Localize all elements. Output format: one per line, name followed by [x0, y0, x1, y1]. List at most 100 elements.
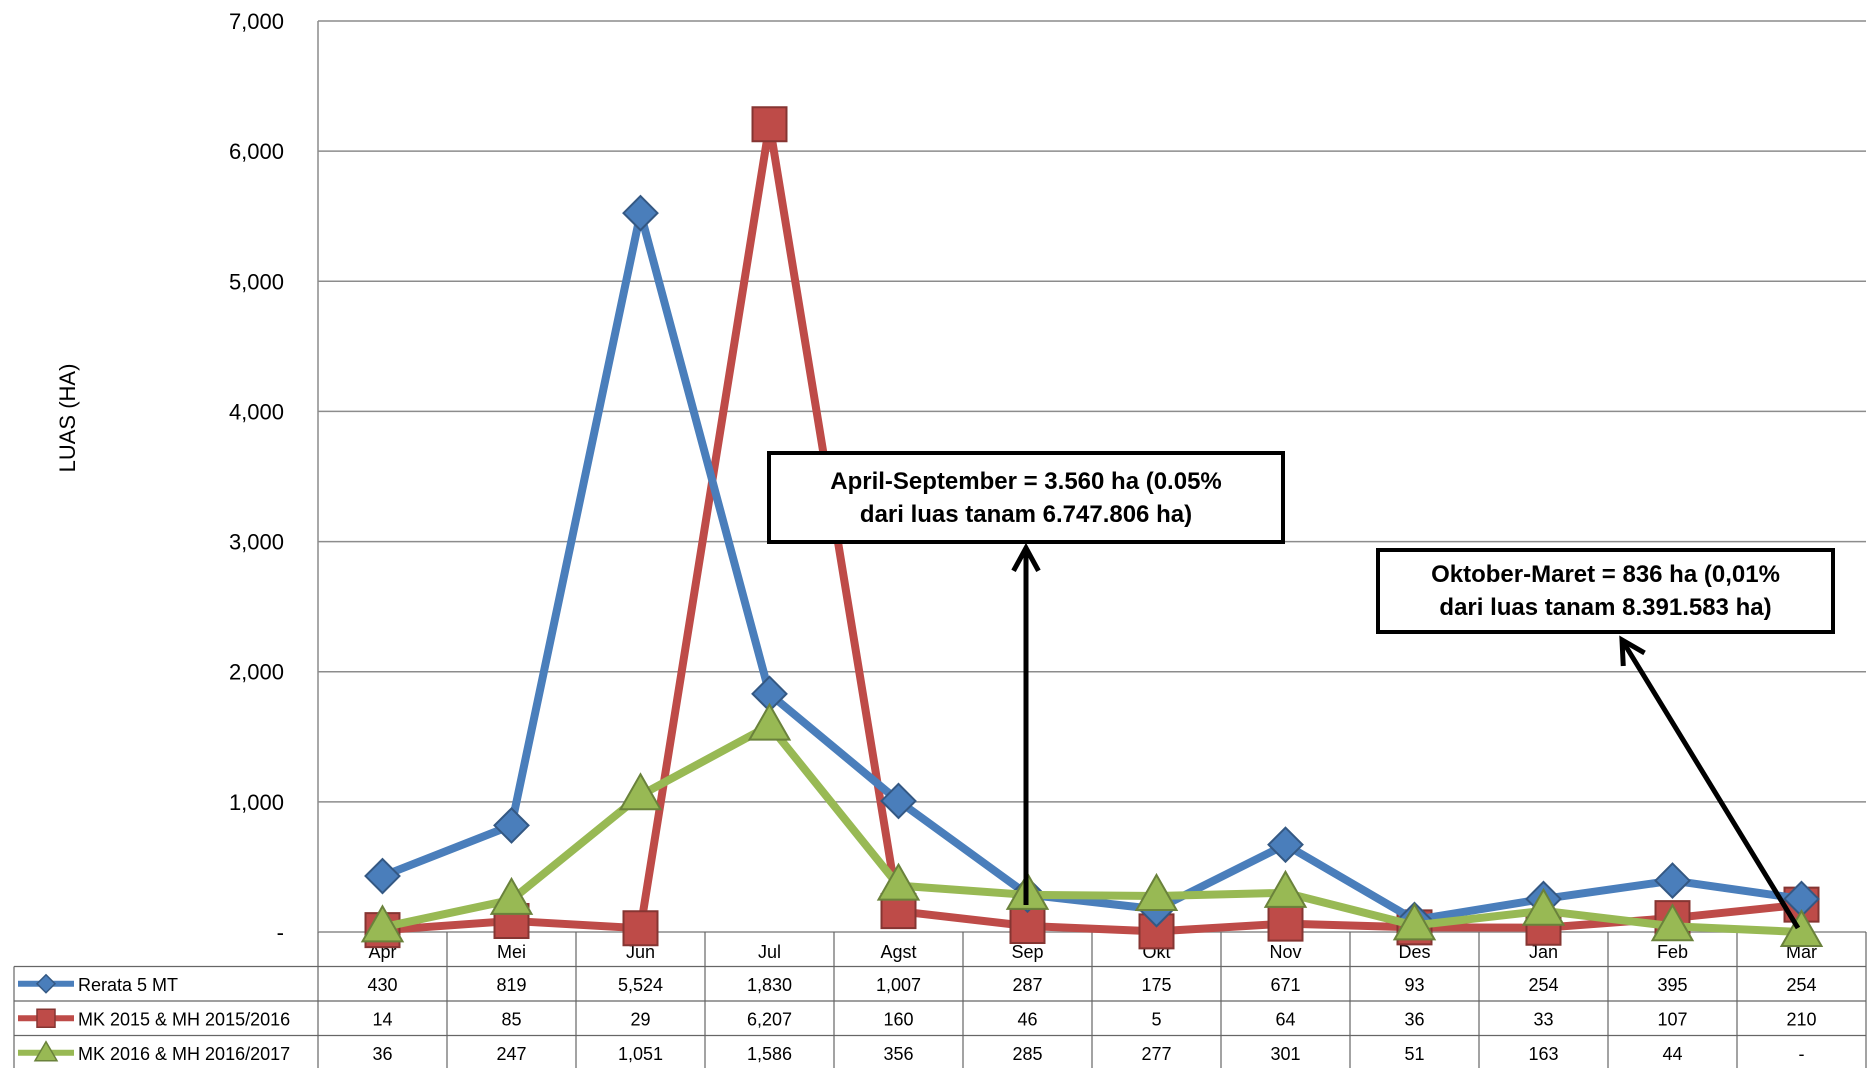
data-point [493, 806, 530, 844]
y-axis-label: LUAS (HA) [55, 364, 80, 473]
data-label: 85 [501, 1009, 521, 1029]
data-label: 44 [1662, 1044, 1682, 1064]
data-point [622, 194, 659, 232]
data-label: 254 [1528, 975, 1558, 995]
x-category-label: Nov [1269, 942, 1301, 962]
series-triangle [360, 702, 1824, 947]
data-point [1392, 902, 1437, 941]
annotation-april-september: April-September = 3.560 ha (0.05% dari l… [767, 451, 1285, 544]
data-label: 107 [1657, 1009, 1687, 1029]
data-label: 210 [1786, 1009, 1816, 1029]
data-point [1267, 826, 1304, 864]
data-label: 160 [883, 1009, 913, 1029]
data-label: 163 [1528, 1044, 1558, 1064]
data-point [1263, 869, 1308, 908]
x-category-label: Sep [1011, 942, 1043, 962]
arrow-head [1619, 635, 1646, 667]
y-tick-label: - [277, 920, 284, 945]
x-category-label: Jun [626, 942, 655, 962]
x-category-label: Feb [1657, 942, 1688, 962]
annotation-line-2: dari luas tanam 8.391.583 ha) [1439, 594, 1772, 621]
data-label: 93 [1404, 975, 1424, 995]
data-point [1779, 908, 1824, 947]
y-tick-label: 2,000 [229, 660, 284, 685]
x-category-label: Jan [1529, 942, 1558, 962]
y-tick-label: 5,000 [229, 269, 284, 294]
arrow-head [1011, 542, 1041, 573]
series-line [381, 721, 1802, 936]
data-label: 356 [883, 1044, 913, 1064]
data-label: 64 [1275, 1009, 1295, 1029]
data-point [618, 772, 663, 811]
legend-marker [33, 1040, 59, 1062]
data-label: 301 [1270, 1044, 1300, 1064]
annotation-line-1: Oktober-Maret = 836 ha (0,01% [1431, 561, 1780, 588]
x-category-label: Agst [880, 942, 916, 962]
data-label: 430 [367, 975, 397, 995]
data-label: 5 [1151, 1009, 1161, 1029]
annotation-line-2: dari luas tanam 6.747.806 ha) [859, 500, 1193, 528]
data-label: 277 [1141, 1044, 1171, 1064]
data-label: 36 [372, 1044, 392, 1064]
legend-label: Rerata 5 MT [78, 975, 178, 995]
data-label: 46 [1017, 1009, 1037, 1029]
legend-key [18, 1008, 74, 1028]
data-point [880, 782, 917, 820]
data-label: 14 [372, 1009, 392, 1029]
data-point [751, 106, 788, 143]
data-label: 395 [1657, 975, 1687, 995]
y-tick-label: 3,000 [229, 530, 284, 555]
annotation-line-1: April-September = 3.560 ha (0.05% [830, 467, 1222, 495]
data-label: - [1799, 1044, 1805, 1064]
legend-key [18, 973, 74, 994]
data-point [364, 857, 401, 895]
data-label: 671 [1270, 975, 1300, 995]
series-line [382, 120, 1802, 936]
data-label: 33 [1533, 1009, 1553, 1029]
data-point [876, 862, 921, 901]
data-label: 254 [1786, 975, 1816, 995]
data-point [1650, 903, 1695, 942]
legend-marker [36, 1008, 56, 1028]
data-point [489, 876, 534, 915]
data-label: 5,524 [618, 975, 663, 995]
data-point [1267, 905, 1304, 942]
y-tick-label: 1,000 [229, 790, 284, 815]
data-label: 175 [1141, 975, 1171, 995]
x-category-label: Jul [758, 942, 781, 962]
data-label: 36 [1404, 1009, 1424, 1029]
data-label: 6,207 [747, 1009, 792, 1029]
data-label: 1,586 [747, 1044, 792, 1064]
data-point [1134, 872, 1179, 911]
annotation-arrow [1011, 542, 1041, 905]
data-point [747, 702, 792, 741]
data-point [360, 904, 405, 943]
legend-marker [35, 973, 57, 994]
arrow-shaft [1619, 638, 1801, 930]
data-point [1654, 862, 1691, 900]
data-point [622, 910, 659, 947]
data-label: 247 [496, 1044, 526, 1064]
data-point [1521, 887, 1566, 926]
series-line [381, 209, 1803, 924]
legend-label: MK 2015 & MH 2015/2016 [78, 1009, 290, 1029]
y-tick-label: 7,000 [229, 9, 284, 34]
x-category-label: Des [1398, 942, 1430, 962]
annotation-oktober-maret: Oktober-Maret = 836 ha (0,01% dari luas … [1376, 548, 1835, 634]
data-label: 29 [630, 1009, 650, 1029]
x-category-label: Mei [497, 942, 526, 962]
data-label: 287 [1012, 975, 1042, 995]
data-label: 1,830 [747, 975, 792, 995]
legend-key [18, 1040, 74, 1062]
data-label: 819 [496, 975, 526, 995]
data-label: 285 [1012, 1044, 1042, 1064]
data-label: 1,007 [876, 975, 921, 995]
y-tick-label: 6,000 [229, 139, 284, 164]
data-label: 1,051 [618, 1044, 663, 1064]
data-point [1009, 908, 1046, 945]
data-label: 51 [1404, 1044, 1424, 1064]
legend-label: MK 2016 & MH 2016/2017 [78, 1044, 290, 1064]
y-tick-label: 4,000 [229, 399, 284, 424]
annotation-arrow [1619, 635, 1801, 930]
